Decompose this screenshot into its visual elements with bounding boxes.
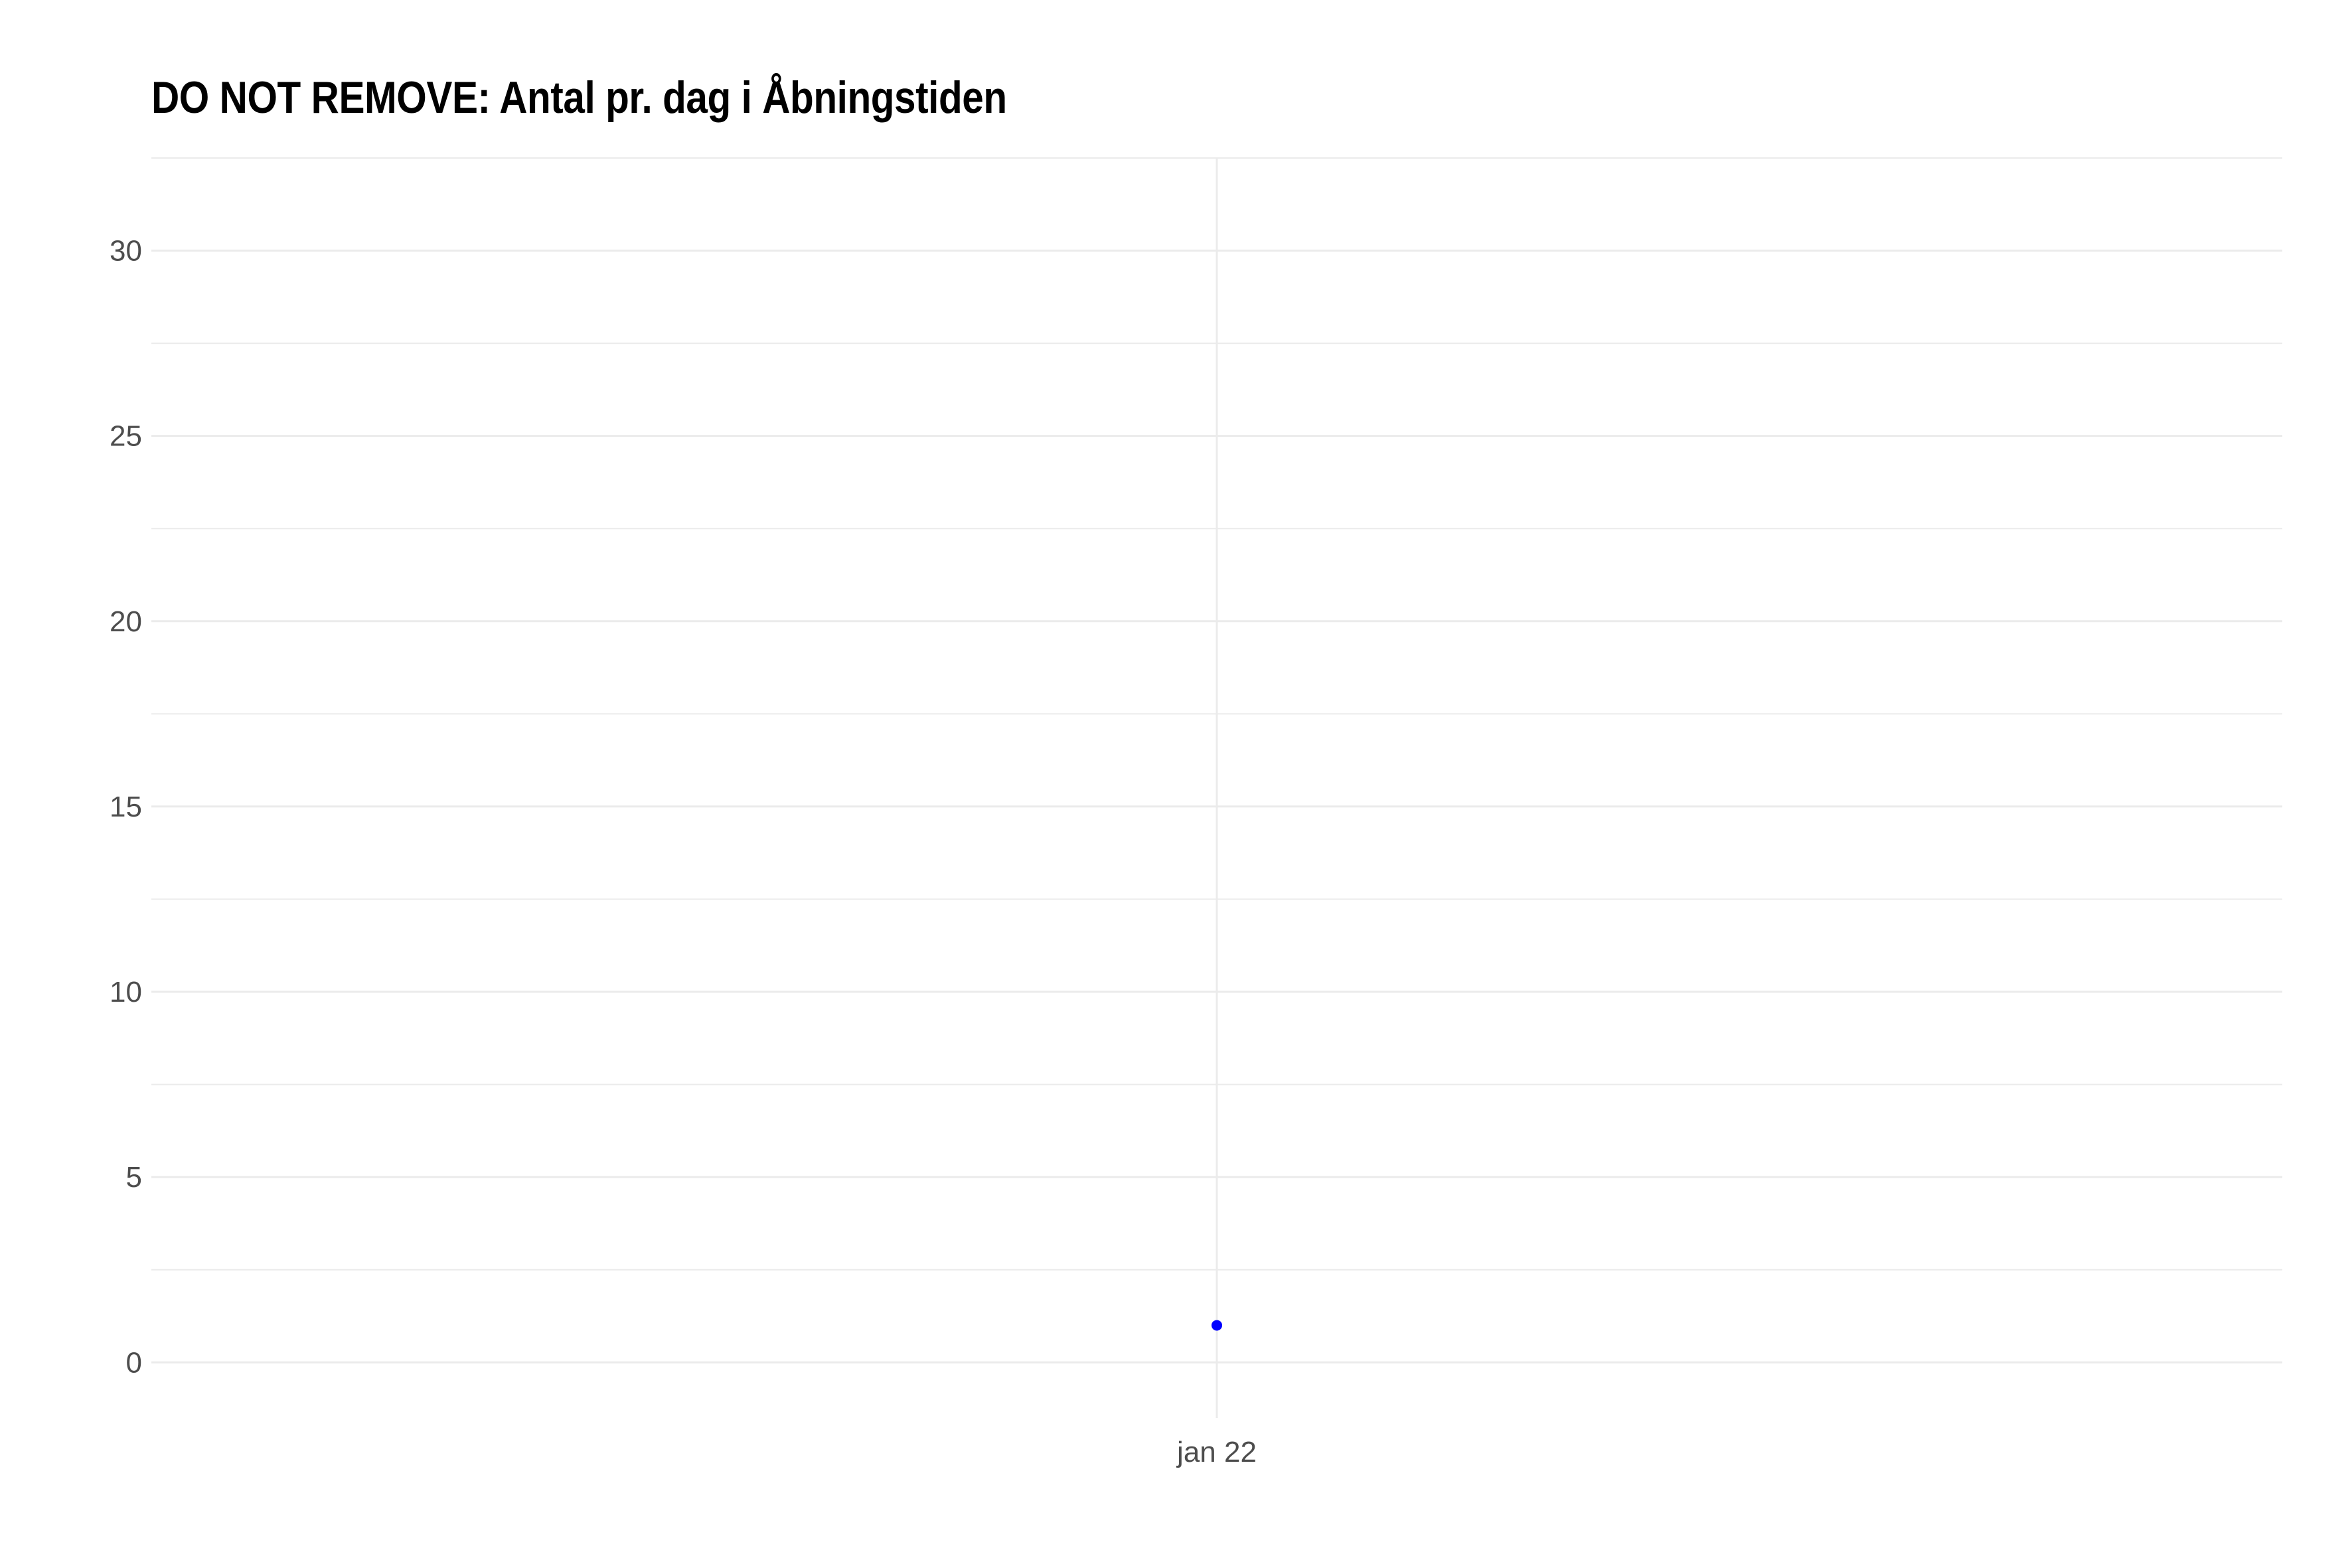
x-axis-ticks: jan 22 xyxy=(1176,1436,1257,1468)
data-points xyxy=(1212,1320,1222,1331)
data-point xyxy=(1212,1320,1222,1331)
grid-lines xyxy=(151,157,2282,1418)
y-tick-label: 20 xyxy=(110,605,142,638)
y-tick-label: 0 xyxy=(126,1346,142,1379)
y-tick-label: 25 xyxy=(110,420,142,453)
chart-title: DO NOT REMOVE: Antal pr. dag i Åbningsti… xyxy=(151,72,1007,123)
y-tick-label: 10 xyxy=(110,976,142,1008)
y-tick-label: 5 xyxy=(126,1161,142,1194)
y-tick-label: 15 xyxy=(110,791,142,823)
x-tick-label: jan 22 xyxy=(1176,1436,1257,1468)
y-axis-ticks: 0 5 10 15 20 25 30 xyxy=(110,235,142,1379)
y-tick-label: 30 xyxy=(110,235,142,268)
